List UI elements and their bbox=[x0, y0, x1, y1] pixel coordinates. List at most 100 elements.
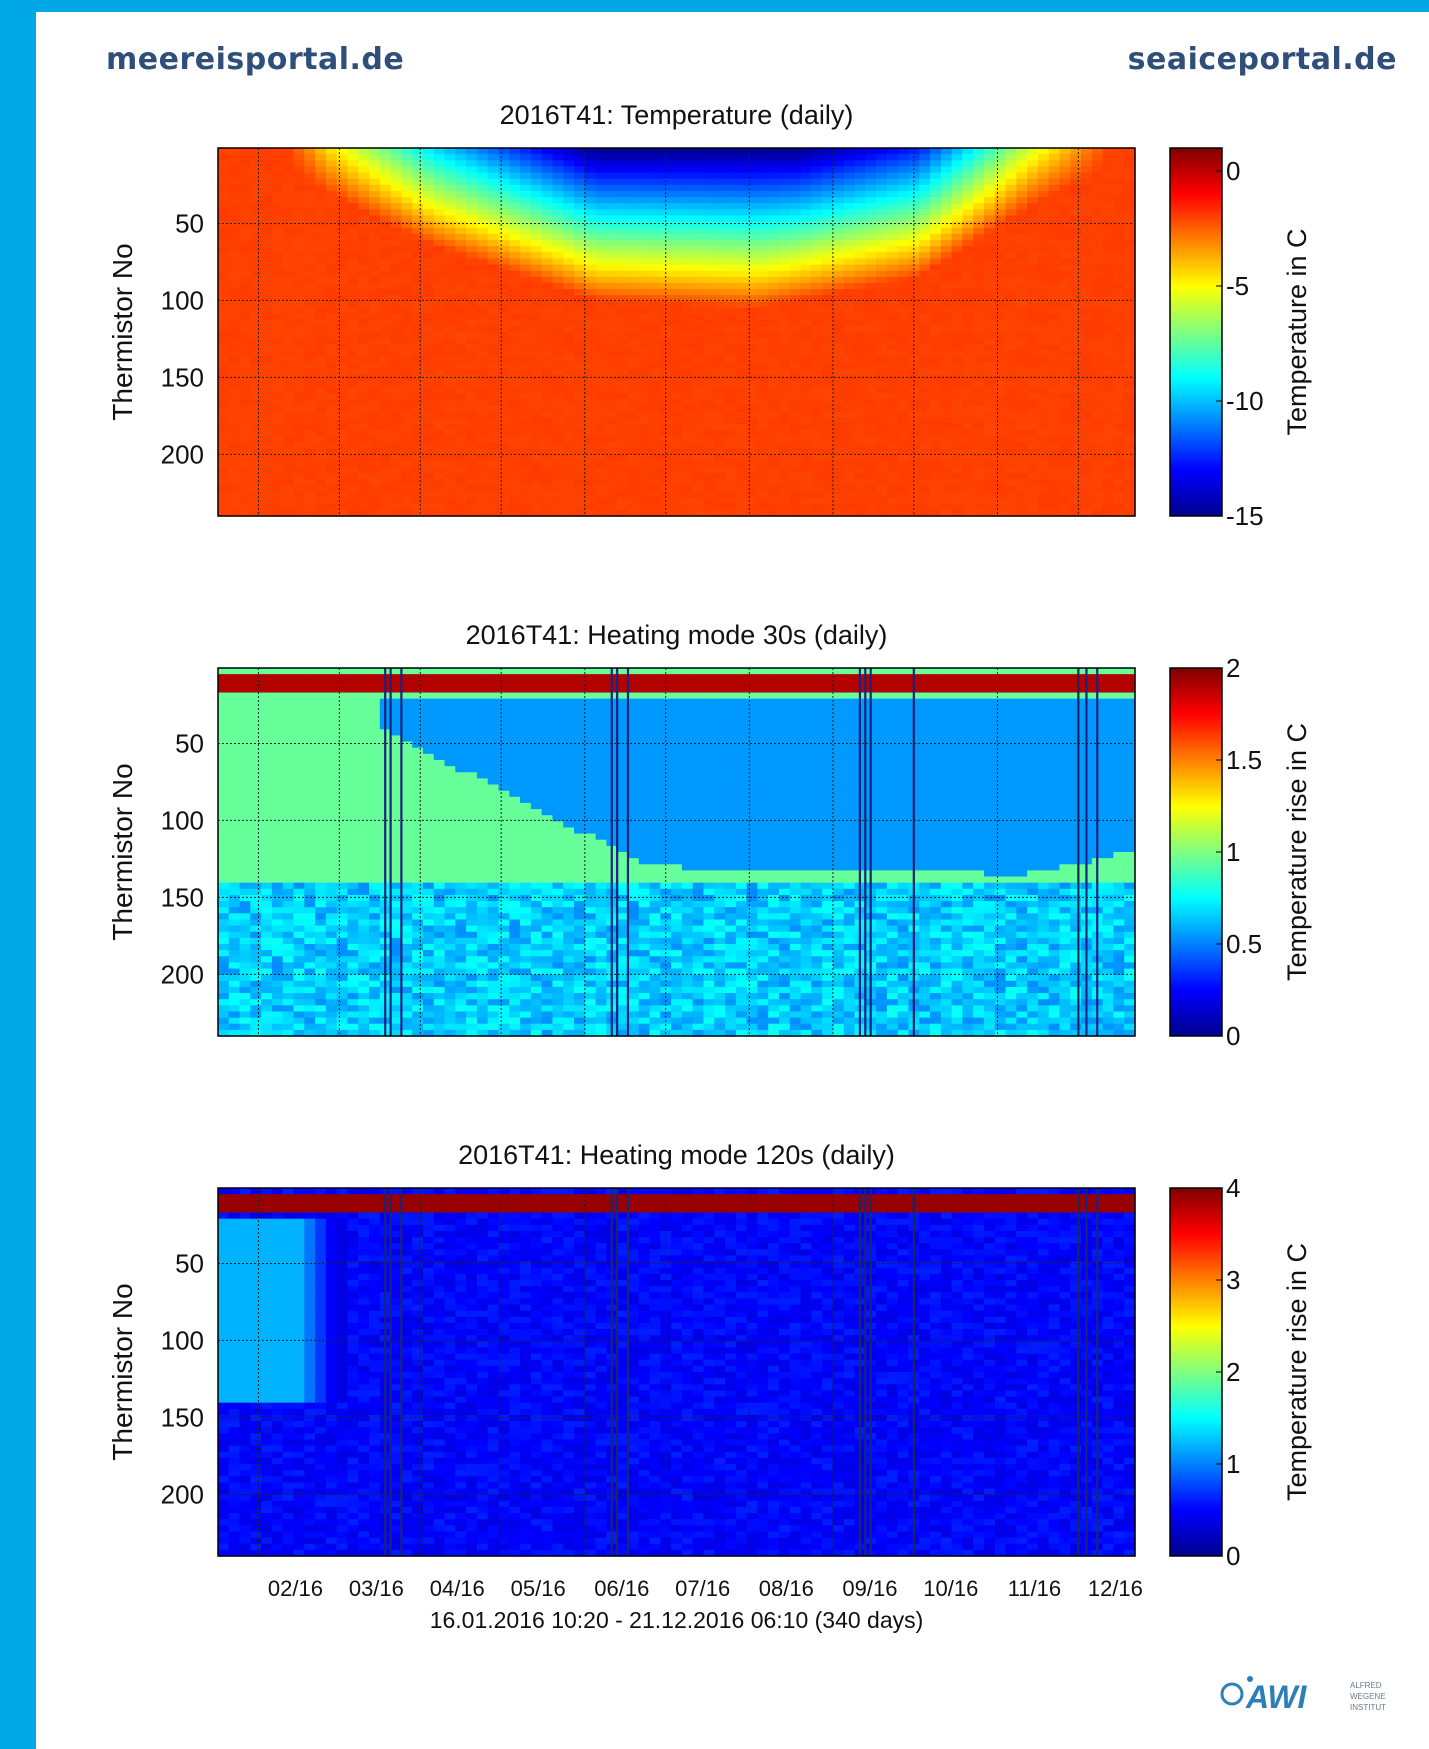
heatmap-cell bbox=[520, 197, 532, 204]
heatmap-cell bbox=[606, 350, 618, 358]
heatmap-cell bbox=[218, 178, 230, 186]
heatmap-cell bbox=[811, 295, 823, 302]
heatmap-cell bbox=[617, 190, 629, 198]
heatmap-cell bbox=[520, 282, 532, 290]
heatmap-cell bbox=[854, 184, 866, 192]
heatmap-cell bbox=[520, 362, 532, 370]
heatmap-cell bbox=[315, 362, 327, 370]
heatmap-cell bbox=[304, 454, 316, 462]
heatmap-cell bbox=[347, 264, 359, 272]
heatmap-cell bbox=[509, 221, 521, 229]
heatmap-cell bbox=[520, 350, 532, 358]
heatmap-cell bbox=[1048, 485, 1061, 493]
heatmap-cell bbox=[282, 227, 295, 235]
heatmap-cell bbox=[530, 184, 543, 192]
heatmap-cell bbox=[455, 417, 467, 425]
heatmap-cell bbox=[455, 374, 467, 382]
heatmap-cell bbox=[250, 430, 262, 437]
heatmap-cell bbox=[347, 374, 359, 382]
heatmap-cell bbox=[466, 454, 478, 462]
heatmap-cell bbox=[617, 332, 629, 339]
heatmap-cell bbox=[1091, 387, 1104, 394]
heatmap-cell bbox=[843, 307, 856, 315]
heatmap-cell bbox=[703, 221, 715, 229]
heatmap-cell bbox=[422, 246, 435, 253]
heatmap-cell bbox=[444, 264, 456, 272]
heatmap-cell bbox=[800, 417, 812, 425]
heatmap-cell bbox=[822, 454, 834, 462]
heatmap-cell bbox=[293, 448, 305, 456]
heatmap-cell bbox=[271, 233, 284, 241]
heatmap-cell bbox=[778, 356, 791, 364]
heatmap-cell bbox=[358, 270, 370, 278]
heatmap-cell bbox=[584, 368, 597, 376]
heatmap-cell bbox=[1016, 466, 1028, 474]
heatmap-cell bbox=[865, 424, 877, 431]
heatmap-cell bbox=[541, 313, 554, 321]
heatmap-cell bbox=[261, 393, 273, 401]
heatmap-cell bbox=[552, 332, 564, 339]
heatmap-cell bbox=[358, 215, 370, 223]
heatmap-cell bbox=[476, 374, 489, 382]
heatmap-cell bbox=[681, 252, 694, 259]
heatmap-cell bbox=[422, 503, 435, 511]
heatmap-cell bbox=[520, 503, 532, 511]
brand-right[interactable]: seaiceportal.de bbox=[1127, 42, 1397, 77]
heatmap-cell bbox=[250, 497, 262, 505]
heatmap-cell bbox=[412, 282, 424, 290]
heatmap-cell bbox=[865, 430, 877, 437]
heatmap-cell bbox=[250, 233, 262, 241]
heatmap-cell bbox=[520, 411, 532, 419]
heatmap-cell bbox=[789, 374, 802, 382]
heatmap-cell bbox=[401, 485, 413, 493]
heatmap-cell bbox=[768, 405, 780, 413]
heatmap-cell bbox=[800, 368, 812, 376]
heatmap-cell bbox=[930, 442, 942, 450]
heatmap-cell bbox=[681, 454, 694, 462]
heatmap-cell bbox=[315, 270, 327, 278]
heatmap-cell bbox=[315, 454, 327, 462]
heatmap-cell bbox=[692, 301, 705, 309]
heatmap-cell bbox=[800, 240, 812, 247]
heatmap-cell bbox=[1037, 270, 1050, 278]
heatmap-cell bbox=[681, 485, 694, 493]
heatmap-cell bbox=[822, 172, 834, 180]
heatmap-cell bbox=[1102, 338, 1115, 345]
heatmap-cell bbox=[498, 148, 510, 155]
heatmap-cell bbox=[660, 172, 672, 180]
heatmap-cell bbox=[271, 154, 284, 161]
heatmap-cell bbox=[832, 276, 845, 284]
heatmap-cell bbox=[509, 227, 521, 235]
heatmap-cell bbox=[1037, 503, 1050, 511]
heatmap-cell bbox=[250, 319, 262, 327]
heatmap-cell bbox=[476, 325, 489, 333]
heatmap-cell bbox=[422, 399, 435, 407]
heatmap-cell bbox=[725, 197, 737, 204]
heatmap-cell bbox=[843, 178, 856, 186]
heatmap-cell bbox=[800, 295, 812, 302]
heatmap-cell bbox=[897, 203, 910, 210]
heatmap-cell bbox=[433, 387, 446, 394]
heatmap-cell bbox=[638, 399, 651, 407]
heatmap-cell bbox=[627, 387, 640, 394]
heatmap-cell bbox=[778, 503, 791, 511]
heatmap-cell bbox=[973, 319, 985, 327]
brand-left[interactable]: meereisportal.de bbox=[106, 42, 405, 77]
heatmap-cell bbox=[627, 270, 640, 278]
heatmap-cell bbox=[714, 282, 726, 290]
heatmap-cell bbox=[746, 276, 759, 284]
heatmap-cell bbox=[1091, 436, 1104, 443]
heatmap-cell bbox=[487, 240, 500, 247]
heatmap-cell bbox=[1059, 160, 1071, 167]
heatmap-cell bbox=[854, 209, 866, 217]
heatmap-cell bbox=[347, 387, 359, 394]
heatmap-cell bbox=[271, 393, 284, 401]
heatmap-cell bbox=[714, 203, 726, 210]
heatmap-cell bbox=[703, 393, 715, 401]
heatmap-cell bbox=[476, 154, 489, 161]
heatmap-cell bbox=[681, 203, 694, 210]
heatmap-cell bbox=[282, 338, 295, 345]
heatmap-cell bbox=[1070, 338, 1082, 345]
heatmap-cell bbox=[304, 295, 316, 302]
heatmap-cell bbox=[1070, 417, 1082, 425]
